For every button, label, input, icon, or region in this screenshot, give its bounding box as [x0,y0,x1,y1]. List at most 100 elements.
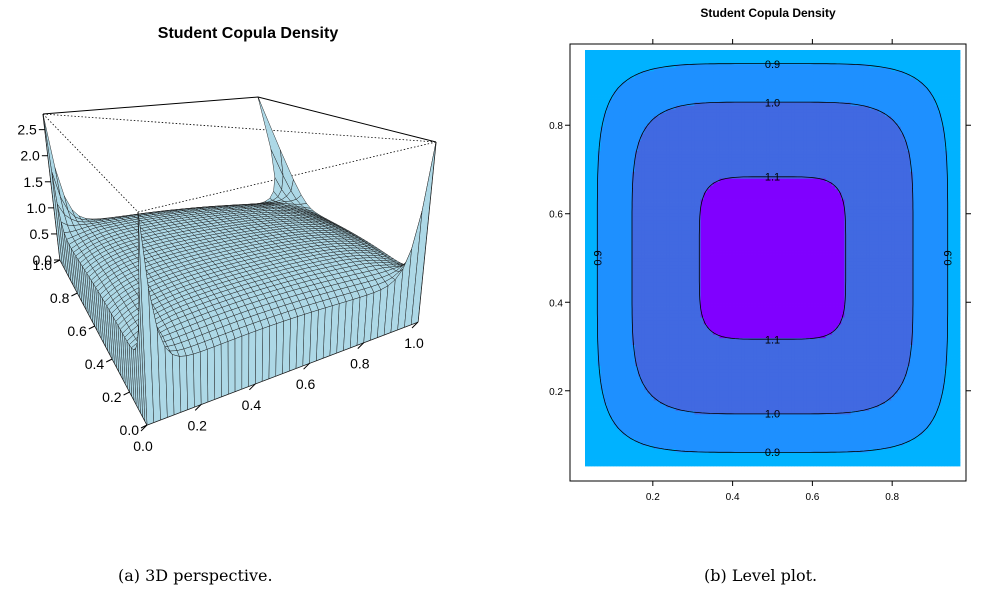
level-cell [778,462,783,467]
level-cell [650,379,655,384]
level-cell [866,410,870,415]
level-cell [872,375,877,380]
skirt-front-cell [200,349,209,405]
level-cell [947,386,952,391]
level-cell [669,382,673,387]
level-cell [585,417,589,422]
level-cell [738,441,742,446]
level-cell [919,382,923,387]
level-cell [753,382,758,387]
level-cell [694,434,698,439]
level-cell [763,434,767,439]
level-cell [769,379,773,384]
level-cell [844,414,848,418]
level-cell [725,459,730,463]
level-cell [741,379,745,384]
level-cell [791,379,795,384]
level-cell [653,393,658,398]
level-cell [891,434,895,439]
level-cell [913,424,917,429]
level-cell [897,424,902,429]
x-tick [303,362,310,370]
level-cell [613,375,617,380]
z-tick-label: 0.5 [29,226,49,242]
level-cell [644,441,648,446]
level-cell [785,414,789,418]
level-cell [919,400,923,404]
level-cell [613,389,617,394]
level-cell [878,455,883,460]
level-cell [638,434,642,439]
level-cell [635,434,639,439]
level-cell [663,379,667,384]
level-cell [616,462,620,467]
level-cell [697,389,702,394]
level-cell [675,438,680,443]
level-cell [650,372,655,377]
level-cell [800,427,805,432]
level-cell [831,455,836,460]
level-cell [719,379,723,384]
level-cell [925,441,930,446]
level-cell [935,396,939,401]
level-cell [878,379,883,384]
level-cell [753,424,758,429]
level-cell [819,431,823,436]
level-cell [606,372,611,377]
level-cell [600,379,605,384]
level-cell [866,455,870,460]
level-cell [844,424,848,429]
level-cell [869,393,873,398]
level-cell [619,396,623,401]
level-cell [891,462,895,467]
level-cell [947,448,952,453]
level-cell [913,400,917,404]
level-cell [647,434,652,439]
level-cell [706,459,711,463]
level-cell [616,427,620,432]
level-cell [756,375,761,380]
level-cell [622,431,627,436]
level-cell [738,389,742,394]
level-cell [738,459,742,463]
level-cell [916,393,920,398]
level-cell [769,427,773,432]
level-cell [863,375,867,380]
level-cell [860,396,864,401]
level-cell [656,379,661,384]
level-cell [728,434,733,439]
level-cell [931,431,936,436]
level-cell [691,424,695,429]
level-cell [763,386,767,391]
level-cell [853,375,858,380]
level-cell [803,431,808,436]
level-cell [769,400,773,404]
level-cell [600,410,605,415]
level-cell [647,420,652,425]
level-cell [803,372,808,377]
level-cell [788,372,792,377]
level-cell [697,445,702,450]
level-cell [938,414,942,418]
level-cell [616,372,620,377]
level-cell [756,414,761,418]
level-cell [916,375,920,380]
level-cell [772,396,777,401]
level-cell [625,414,630,418]
level-cell [922,375,927,380]
level-cell [660,455,664,460]
level-cell [700,382,705,387]
level-cell [853,427,858,432]
level-cell [803,427,808,432]
level-cell [822,434,827,439]
level-cell [597,417,602,422]
level-cell [838,393,842,398]
level-cell [813,452,817,456]
level-cell [916,445,920,450]
level-cell [878,427,883,432]
level-cell [844,396,848,401]
level-cell [910,372,914,377]
level-cell [669,414,673,418]
level-cell [766,431,770,436]
level-cell [900,452,905,456]
